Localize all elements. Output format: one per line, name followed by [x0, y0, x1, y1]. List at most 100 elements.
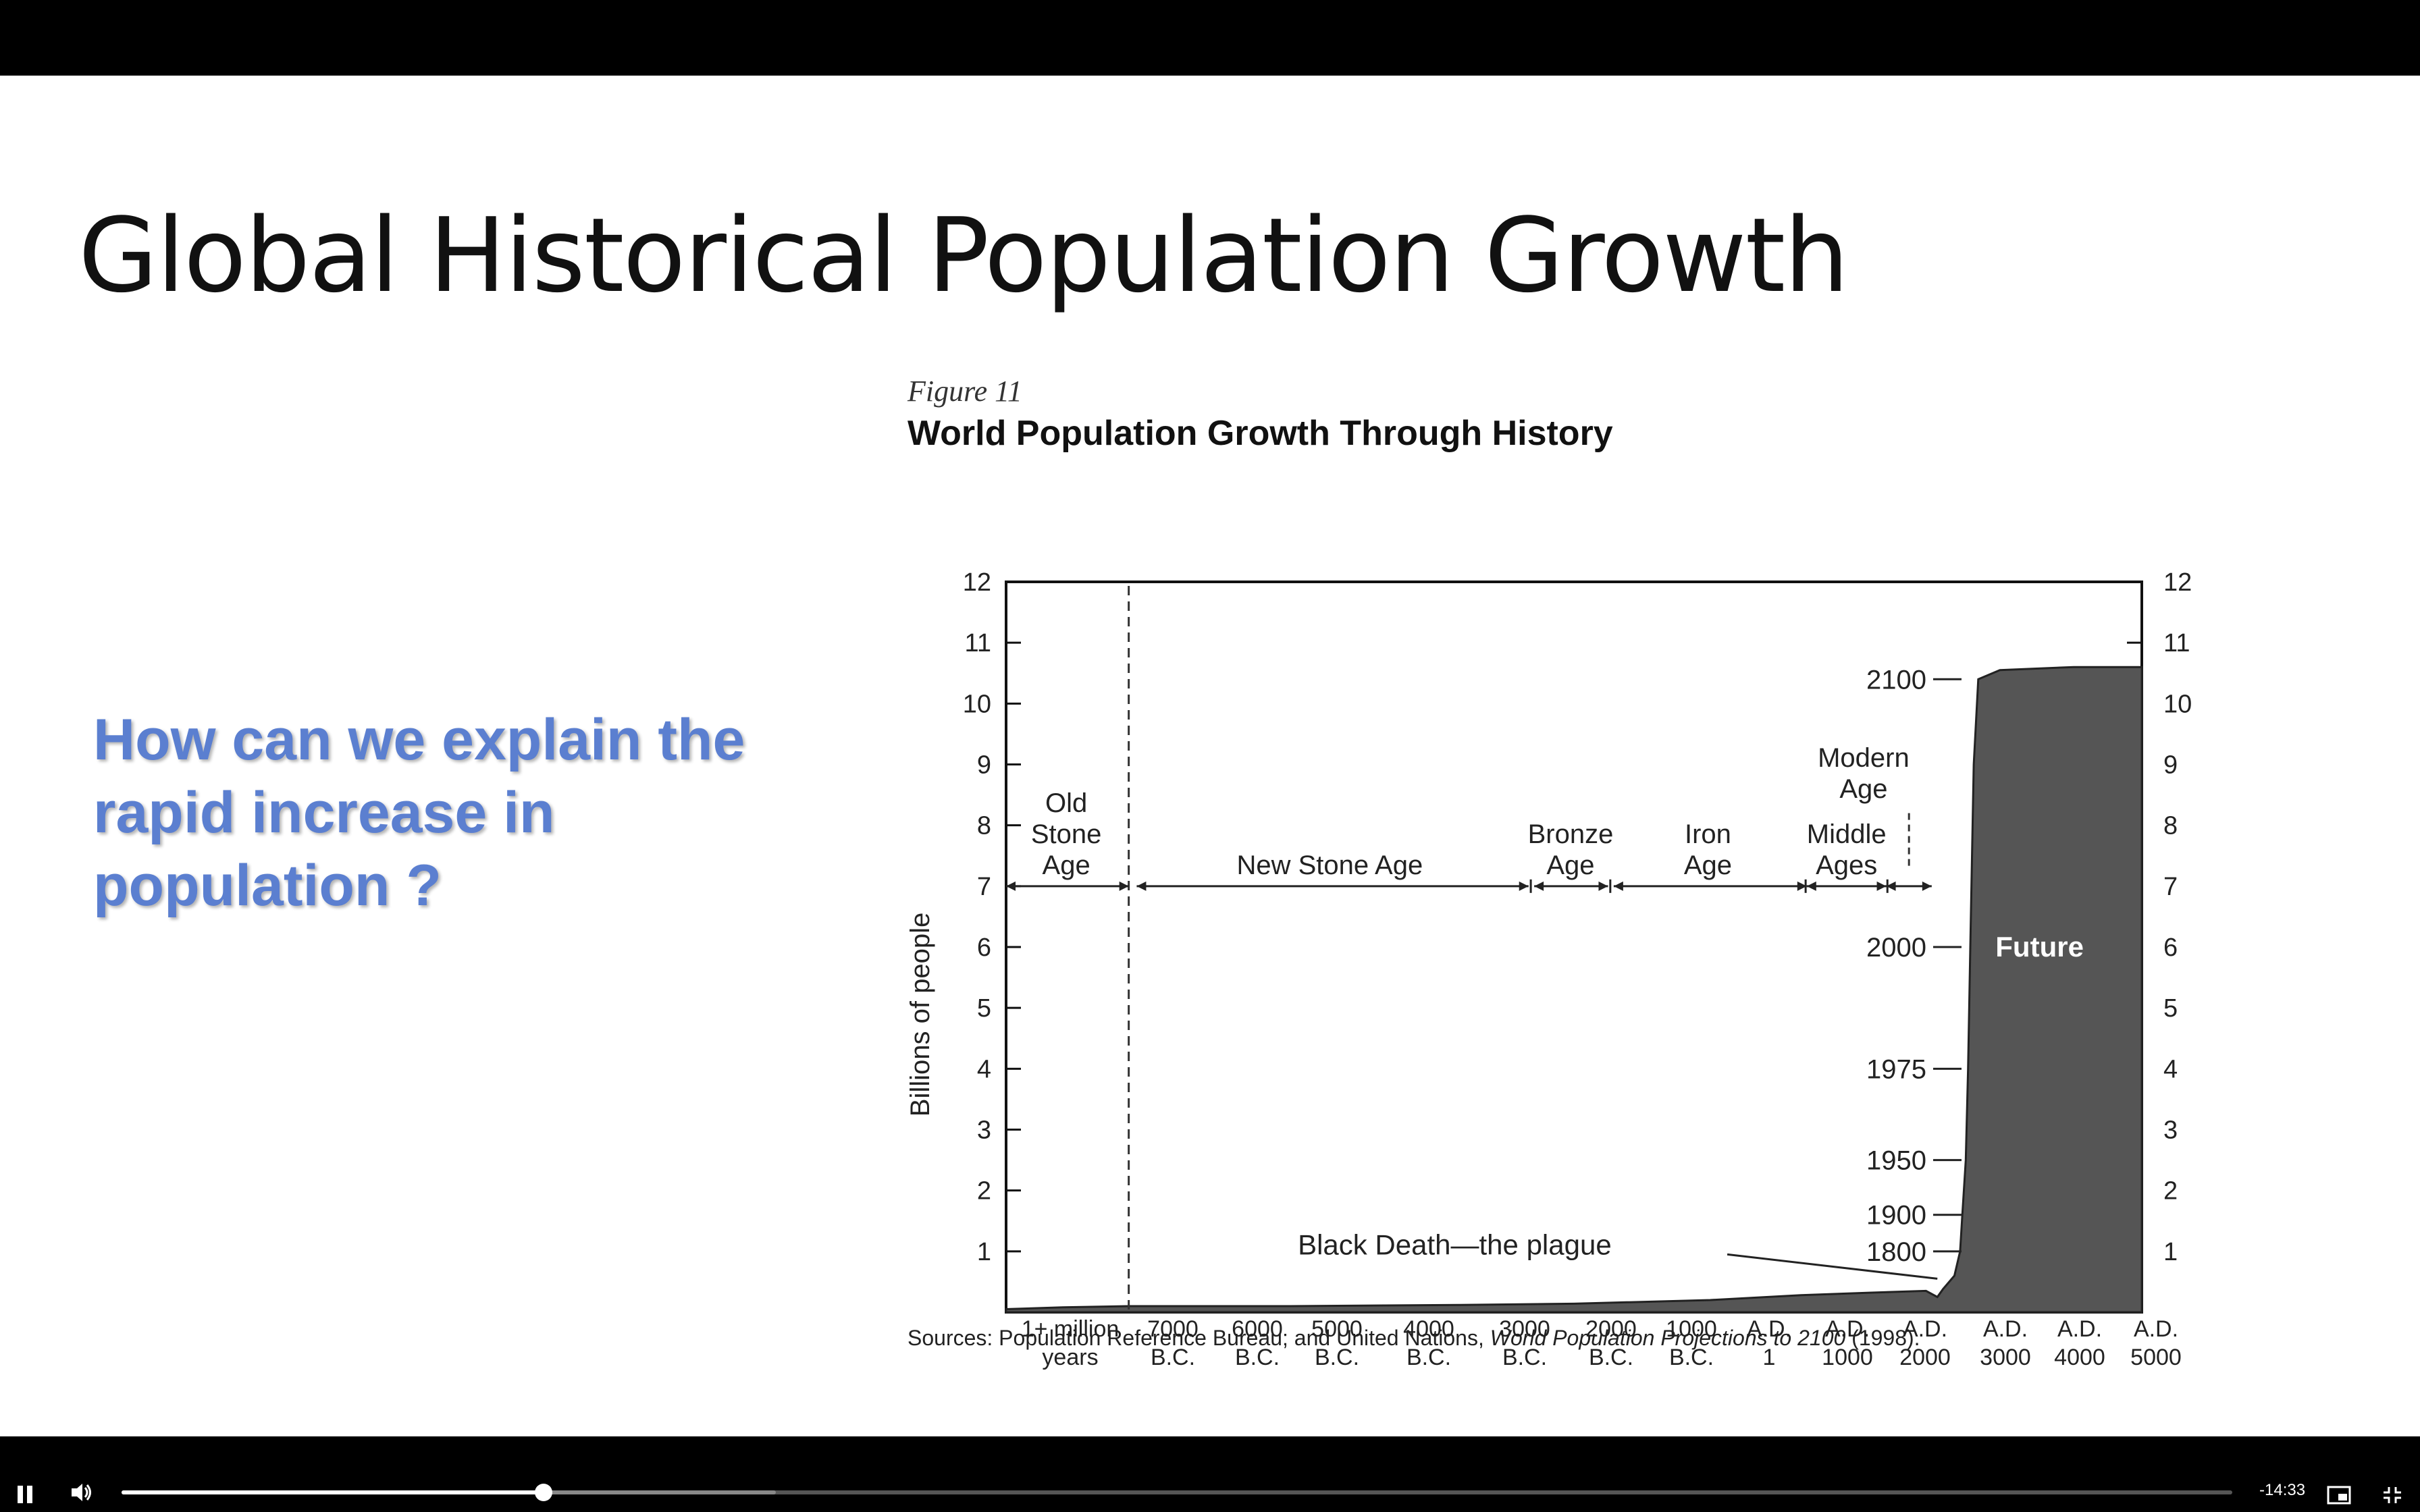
x-tick-label: 1000 [1822, 1345, 1873, 1370]
y-tick-label-right: 8 [2163, 812, 2178, 840]
y-tick-label-left: 11 [965, 629, 991, 657]
period-arrow-1-arrowhead-left [1136, 881, 1147, 891]
exit-fullscreen-icon [2384, 1487, 2401, 1503]
period-arrow-3-arrowhead-right [1797, 881, 1807, 891]
x-tick-label: 3000 [1980, 1345, 2031, 1370]
exit-fullscreen-button[interactable] [2382, 1482, 2402, 1511]
pause-button[interactable] [16, 1482, 35, 1511]
year-marker-label: 2100 [1866, 665, 1926, 695]
year-marker-label: 1950 [1866, 1146, 1926, 1176]
period-label: Age [1546, 850, 1594, 880]
time-remaining: -14:33 [2259, 1481, 2306, 1499]
period-label: Bronze [1528, 819, 1614, 849]
x-tick-label: 5000 [1311, 1316, 1363, 1342]
x-tick-label: 6000 [1232, 1316, 1283, 1342]
y-tick-label-right: 2 [2163, 1177, 2178, 1206]
y-tick-label-left: 9 [977, 751, 991, 780]
period-arrow-4-arrowhead-right [1876, 881, 1887, 891]
x-tick-label: B.C. [1669, 1345, 1714, 1370]
period-arrow-4-arrowhead-left [1806, 881, 1816, 891]
future-annotation: Future [1995, 931, 2084, 963]
period-arrow-0-arrowhead-left [1006, 881, 1016, 891]
y-tick-label-left: 3 [977, 1116, 991, 1145]
x-tick-label: B.C. [1315, 1345, 1359, 1370]
y-tick-label-right: 12 [2163, 568, 2192, 597]
y-axis-label: Billions of people [905, 913, 935, 1116]
x-tick-label: B.C. [1151, 1345, 1195, 1370]
x-tick-label: 2000 [1585, 1316, 1637, 1342]
y-tick-label-right: 3 [2163, 1116, 2178, 1145]
period-arrow-2-arrowhead-left [1534, 881, 1544, 891]
period-label: Stone [1031, 819, 1102, 849]
y-tick-label-right: 10 [2163, 690, 2192, 718]
period-arrow-1-arrowhead-right [1519, 881, 1529, 891]
y-tick-label-left: 10 [963, 690, 991, 718]
y-tick-label-left: 6 [977, 934, 991, 962]
x-tick-label: A.D. [1903, 1316, 1947, 1342]
black-death-annotation: Black Death—the plague [1298, 1228, 1612, 1260]
x-tick-label: 3000 [1499, 1316, 1550, 1342]
y-tick-label-left: 12 [963, 568, 991, 597]
x-tick-label: 4000 [2054, 1345, 2105, 1370]
period-label: Ages [1816, 850, 1877, 880]
period-arrow-2-arrowhead-right [1598, 881, 1608, 891]
period-arrow-0-arrowhead-right [1119, 881, 1129, 891]
x-tick-label: years [1042, 1345, 1098, 1370]
question-text: How can we explain the rapid increase in… [93, 707, 745, 918]
black-death-pointer [1727, 1253, 1938, 1280]
picture-in-picture-icon [2327, 1486, 2351, 1505]
video-controls [0, 1436, 2420, 1512]
y-tick-label-right: 6 [2163, 934, 2178, 962]
year-marker-label: 2000 [1866, 933, 1926, 963]
volume-button[interactable] [70, 1481, 93, 1509]
y-tick-label-right: 1 [2163, 1238, 2178, 1266]
x-tick-label: A.D. [1747, 1316, 1791, 1342]
x-tick-label: B.C. [1406, 1345, 1451, 1370]
progress-played [122, 1490, 544, 1494]
period-arrow-5-arrowhead-left [1886, 881, 1896, 891]
pip-button[interactable] [2327, 1482, 2351, 1511]
year-marker-label: 1800 [1866, 1237, 1926, 1267]
y-tick-label-left: 1 [977, 1238, 991, 1266]
pause-icon [18, 1486, 32, 1503]
sources-italic: World Population Projections to 2100 [1490, 1326, 1846, 1350]
period-arrow-3-arrowhead-left [1613, 881, 1623, 891]
period-label: Age [1684, 850, 1732, 880]
y-tick-label-left: 7 [977, 873, 991, 901]
x-tick-label: A.D. [1825, 1316, 1870, 1342]
y-tick-label-right: 7 [2163, 873, 2178, 901]
y-tick-label-right: 9 [2163, 751, 2178, 780]
y-tick-label-right: 5 [2163, 994, 2178, 1023]
x-tick-label: 1+ million [1022, 1316, 1120, 1342]
y-tick-label-left: 4 [977, 1055, 991, 1083]
progress-handle[interactable] [535, 1484, 553, 1501]
x-tick-label: B.C. [1502, 1345, 1547, 1370]
period-arrow-5-arrowhead-right [1922, 881, 1932, 891]
figure-label: Figure 11 [908, 375, 1022, 408]
sources-suffix: (1998). [1845, 1326, 1920, 1350]
period-label: Modern [1818, 743, 1910, 773]
y-tick-label-left: 2 [977, 1177, 991, 1206]
x-tick-label: 5000 [2130, 1345, 2182, 1370]
period-label: New Stone Age [1236, 850, 1423, 880]
year-marker-label: 1900 [1866, 1201, 1926, 1231]
x-tick-label: 2000 [1899, 1345, 1951, 1370]
chart-sources: Sources: Population Reference Bureau; an… [908, 1326, 1988, 1350]
x-tick-label: 4000 [1403, 1316, 1454, 1342]
x-tick-label: A.D. [2057, 1316, 2102, 1342]
progress-bar[interactable] [122, 1484, 2232, 1501]
volume-icon [72, 1484, 91, 1501]
y-tick-label-left: 5 [977, 994, 991, 1023]
x-tick-label: 7000 [1147, 1316, 1199, 1342]
sources-prefix: Sources: Population Reference Bureau; an… [908, 1326, 1490, 1350]
period-label: Age [1043, 850, 1090, 880]
period-label: Iron [1685, 819, 1731, 849]
chart-title: World Population Growth Through History [908, 414, 1613, 453]
period-label: Middle [1807, 819, 1887, 849]
period-label: Old [1045, 788, 1087, 818]
x-tick-label: 1000 [1666, 1316, 1717, 1342]
x-tick-label: B.C. [1235, 1345, 1280, 1370]
x-tick-label: B.C. [1589, 1345, 1633, 1370]
y-tick-label-right: 11 [2163, 629, 2190, 657]
